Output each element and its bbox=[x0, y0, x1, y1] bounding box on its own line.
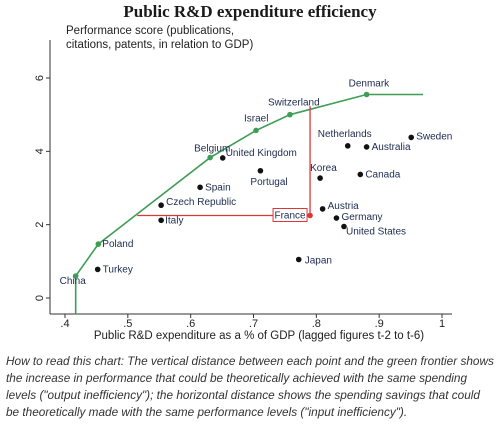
x-tick-label: .5 bbox=[123, 318, 132, 330]
frontier-point-label: Switzerland bbox=[268, 98, 320, 109]
x-tick-label: .8 bbox=[312, 318, 321, 330]
frontier-point bbox=[287, 111, 293, 118]
chart-caption: How to read this chart: The vertical dis… bbox=[6, 354, 494, 419]
country-point bbox=[317, 175, 323, 181]
frontier-point bbox=[253, 127, 259, 134]
frontier-point bbox=[207, 154, 213, 161]
country-point bbox=[295, 256, 302, 263]
country-point-label: United States bbox=[346, 227, 406, 238]
country-point-label: Netherlands bbox=[318, 129, 372, 140]
country-point bbox=[344, 143, 351, 149]
frontier-point-label: Denmark bbox=[349, 79, 391, 90]
chart-title: Public R&D expenditure efficiency bbox=[123, 2, 377, 21]
frontier-line bbox=[74, 93, 424, 314]
country-point bbox=[319, 206, 326, 212]
frontier-point-label: Poland bbox=[102, 239, 133, 250]
frontier-point bbox=[363, 91, 370, 98]
y-axis-label: Performance score (publications, citatio… bbox=[66, 25, 254, 51]
country-point-label: Germany bbox=[341, 212, 382, 223]
country-point bbox=[363, 144, 370, 150]
y-tick-label: 0 bbox=[34, 295, 46, 301]
x-tick-label: .4 bbox=[60, 318, 69, 330]
country-point-label: Japan bbox=[305, 256, 332, 267]
country-point-label: Turkey bbox=[103, 264, 133, 275]
x-tick-label: .9 bbox=[375, 318, 384, 330]
country-point bbox=[357, 171, 364, 178]
highlight-label-box bbox=[272, 208, 308, 222]
country-point-label: Sweden bbox=[416, 131, 452, 142]
country-point-label: Canada bbox=[365, 169, 400, 180]
country-point-label: Czech Republic bbox=[166, 197, 236, 208]
country-point-label: Spain bbox=[205, 182, 231, 193]
country-point bbox=[408, 134, 415, 141]
frontier-point-label: Belgium bbox=[194, 144, 230, 155]
frontier-point-label: Israel bbox=[244, 113, 268, 124]
country-point bbox=[219, 155, 226, 161]
y-tick-label: 6 bbox=[34, 75, 46, 81]
country-point-label: Austria bbox=[328, 201, 360, 212]
y-tick-label: 2 bbox=[34, 222, 46, 228]
country-point-label: Korea bbox=[310, 163, 337, 174]
country-point bbox=[197, 184, 203, 191]
x-tick-label: 1 bbox=[439, 318, 445, 330]
country-point bbox=[257, 167, 264, 174]
x-axis-label: Public R&D expenditure as a % of GDP (la… bbox=[93, 330, 425, 342]
frontier-point bbox=[72, 273, 79, 279]
country-point-label: Italy bbox=[165, 215, 183, 226]
frontier-point-label: China bbox=[60, 276, 87, 287]
frontier-point bbox=[95, 241, 102, 247]
country-point bbox=[341, 223, 347, 230]
x-tick-label: .6 bbox=[186, 318, 195, 330]
country-point-label: Portugal bbox=[250, 177, 287, 188]
highlight-point bbox=[307, 212, 313, 219]
y-tick-label: 4 bbox=[34, 148, 46, 154]
country-point-label: United Kingdom bbox=[226, 148, 297, 159]
country-point bbox=[158, 202, 164, 209]
country-point bbox=[333, 215, 340, 221]
country-point-label: Australia bbox=[372, 142, 411, 153]
x-tick-label: .7 bbox=[249, 318, 258, 330]
country-point bbox=[158, 217, 164, 224]
highlight-point-label: France bbox=[274, 211, 306, 222]
country-point bbox=[94, 266, 101, 273]
